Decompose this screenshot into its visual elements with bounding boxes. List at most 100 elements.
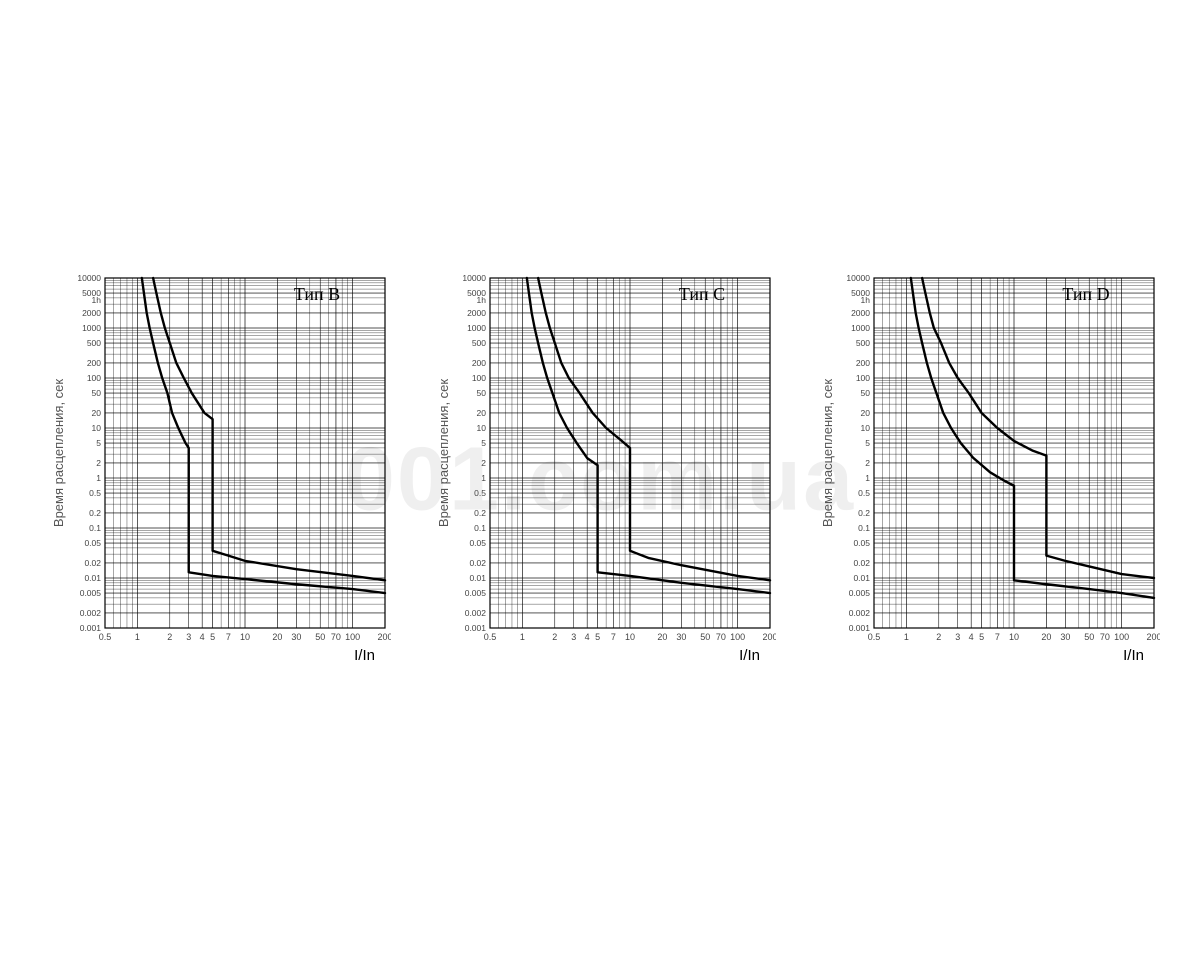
panel-title: Тип B <box>294 284 340 304</box>
x-tick-label: 0.5 <box>868 632 881 642</box>
y-tick-label: 1000 <box>82 323 101 333</box>
x-tick-label: 2 <box>552 632 557 642</box>
x-tick-label: 5 <box>210 632 215 642</box>
x-tick-label: 10 <box>240 632 250 642</box>
x-tick-label: 3 <box>571 632 576 642</box>
x-tick-label: 4 <box>584 632 589 642</box>
x-tick-label: 10 <box>1009 632 1019 642</box>
x-tick-label: 70 <box>331 632 341 642</box>
x-tick-label: 50 <box>315 632 325 642</box>
x-tick-label: 1 <box>135 632 140 642</box>
y-tick-label: 0.2 <box>858 508 870 518</box>
y-tick-label: 0.2 <box>89 508 101 518</box>
x-tick-label: 70 <box>715 632 725 642</box>
x-tick-label: 7 <box>610 632 615 642</box>
chart-2: Тип D0.51234571020305070100200I/In0.0010… <box>819 270 1160 684</box>
y-tick-label: 0.002 <box>464 608 486 618</box>
y-tick-label: 10000 <box>846 273 870 283</box>
y-tick-label: 0.005 <box>80 588 102 598</box>
y-tick-label: 0.1 <box>474 523 486 533</box>
y-tick-label: 0.1 <box>858 523 870 533</box>
panel-title: Тип D <box>1062 284 1109 304</box>
y-tick-label: 100 <box>87 373 101 383</box>
x-tick-label: 200 <box>377 632 391 642</box>
y-tick-label: 0.005 <box>849 588 871 598</box>
y-tick-label: 10 <box>476 423 486 433</box>
y-tick-label: 0.01 <box>84 573 101 583</box>
y-tick-label: 2000 <box>851 308 870 318</box>
y-tick-label: 0.05 <box>469 538 486 548</box>
panel-title: Тип C <box>678 284 724 304</box>
x-tick-label: 2 <box>936 632 941 642</box>
y-axis-label: Время расцепления, сек <box>436 379 451 527</box>
y-tick-label: 200 <box>856 358 870 368</box>
y-tick-label: 0.05 <box>84 538 101 548</box>
x-tick-label: 0.5 <box>483 632 496 642</box>
y-tick-label: 100 <box>471 373 485 383</box>
chart-panel: Тип C0.51234571020305070100200I/In0.0010… <box>435 270 776 689</box>
x-tick-label: 1 <box>519 632 524 642</box>
x-tick-label: 100 <box>730 632 745 642</box>
x-tick-label: 3 <box>955 632 960 642</box>
y-tick-label: 50 <box>92 388 102 398</box>
y-tick-label: 5 <box>865 438 870 448</box>
x-tick-label: 3 <box>186 632 191 642</box>
y-tick-label: 0.2 <box>474 508 486 518</box>
y-tick-label-extra: 1h <box>92 295 102 305</box>
y-tick-label: 10 <box>92 423 102 433</box>
x-tick-label: 70 <box>1100 632 1110 642</box>
x-tick-label: 5 <box>595 632 600 642</box>
x-tick-label: 100 <box>345 632 360 642</box>
y-tick-label: 1 <box>481 473 486 483</box>
trip-curve <box>911 278 1154 598</box>
x-tick-label: 200 <box>1146 632 1160 642</box>
x-tick-label: 1 <box>904 632 909 642</box>
y-tick-label-extra: 1h <box>861 295 871 305</box>
x-axis-label: I/In <box>1123 647 1144 664</box>
y-tick-label: 0.5 <box>858 488 870 498</box>
x-tick-label: 30 <box>1060 632 1070 642</box>
y-tick-label: 500 <box>471 338 485 348</box>
x-tick-label: 200 <box>762 632 776 642</box>
chart-panel: Тип B0.51234571020305070100200I/In0.0010… <box>50 270 391 689</box>
x-tick-label: 30 <box>676 632 686 642</box>
page: 001.com.ua Тип B0.5123457102030507010020… <box>0 0 1200 960</box>
x-tick-label: 100 <box>1114 632 1129 642</box>
y-tick-label: 0.02 <box>853 558 870 568</box>
y-tick-label: 2000 <box>82 308 101 318</box>
y-tick-label: 20 <box>861 408 871 418</box>
y-tick-label: 2 <box>865 458 870 468</box>
x-tick-label: 2 <box>167 632 172 642</box>
charts-row: Тип B0.51234571020305070100200I/In0.0010… <box>50 270 1160 689</box>
y-axis-label: Время расцепления, сек <box>51 379 66 527</box>
y-tick-label: 10 <box>861 423 871 433</box>
x-axis-label: I/In <box>354 647 375 664</box>
y-tick-label: 0.001 <box>80 623 102 633</box>
x-tick-label: 20 <box>657 632 667 642</box>
y-tick-label: 1 <box>96 473 101 483</box>
y-tick-label: 2000 <box>467 308 486 318</box>
y-tick-label: 5 <box>481 438 486 448</box>
y-tick-label: 0.05 <box>853 538 870 548</box>
y-tick-label: 0.001 <box>464 623 486 633</box>
x-tick-label: 50 <box>700 632 710 642</box>
chart-1: Тип C0.51234571020305070100200I/In0.0010… <box>435 270 776 684</box>
x-tick-label: 0.5 <box>99 632 112 642</box>
y-tick-label: 0.5 <box>89 488 101 498</box>
x-axis-label: I/In <box>739 647 760 664</box>
y-tick-label: 0.002 <box>849 608 871 618</box>
y-tick-label: 0.01 <box>853 573 870 583</box>
y-tick-label: 20 <box>92 408 102 418</box>
y-tick-label: 1 <box>865 473 870 483</box>
y-tick-label-extra: 1h <box>476 295 486 305</box>
y-tick-label: 50 <box>861 388 871 398</box>
y-tick-label: 0.001 <box>849 623 871 633</box>
x-tick-label: 30 <box>291 632 301 642</box>
y-tick-label: 0.02 <box>84 558 101 568</box>
x-tick-label: 50 <box>1084 632 1094 642</box>
y-tick-label: 0.1 <box>89 523 101 533</box>
y-tick-label: 10000 <box>77 273 101 283</box>
y-tick-label: 10000 <box>462 273 486 283</box>
x-tick-label: 4 <box>200 632 205 642</box>
y-tick-label: 0.01 <box>469 573 486 583</box>
